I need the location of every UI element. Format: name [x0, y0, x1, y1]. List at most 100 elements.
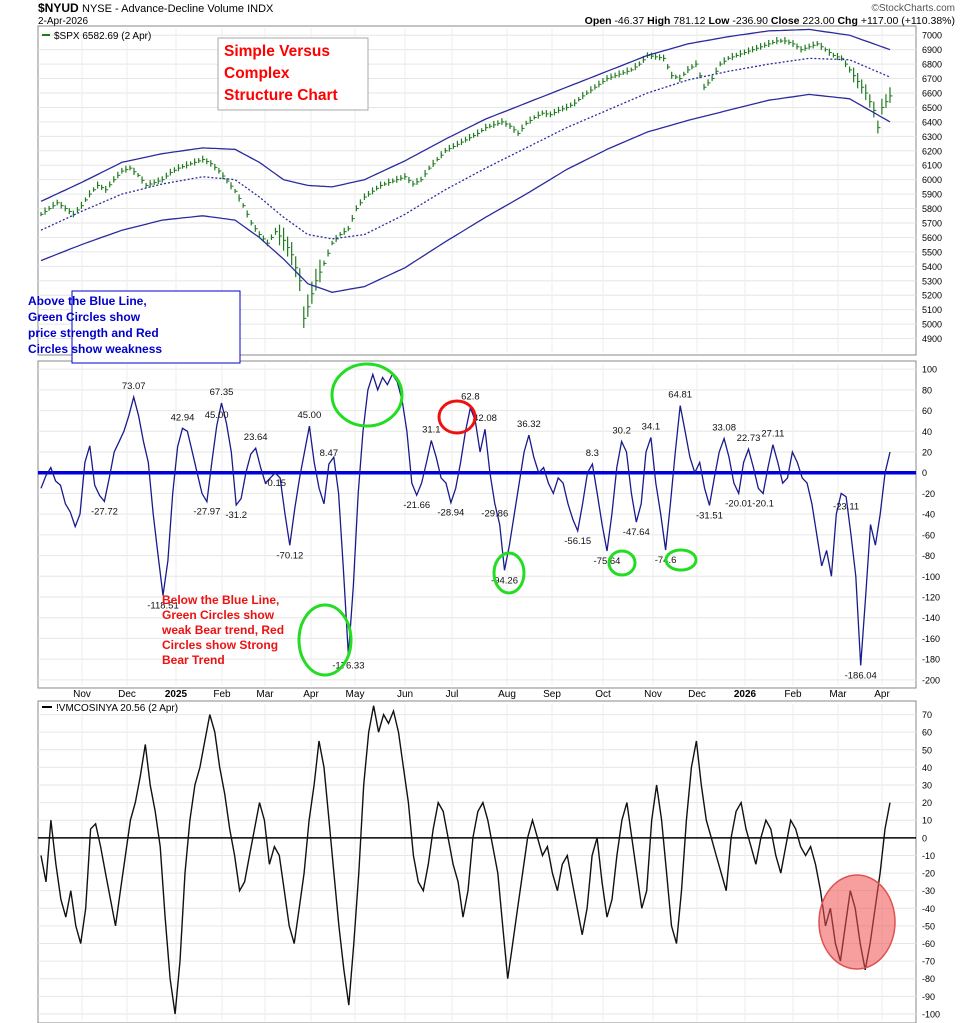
breadth-data-label: -118.51 [147, 600, 179, 611]
breadth-y-tick-label: -40 [922, 510, 935, 520]
breadth-y-tick-label: -120 [922, 592, 940, 602]
green-circle-aug [492, 551, 526, 595]
price-y-tick-label: 6500 [922, 103, 942, 113]
oscillator-y-tick-label: 0 [922, 833, 927, 843]
price-y-tick-label: 5400 [922, 262, 942, 272]
x-tick-label: 2025 [165, 689, 188, 700]
breadth-data-label: -56.15 [564, 536, 591, 547]
above-annotation: Above the Blue Line, Green Circles show … [28, 294, 162, 356]
price-y-tick-label: 7000 [922, 31, 942, 41]
breadth-data-label: 64.81 [668, 390, 692, 401]
price-y-tick-label: 5500 [922, 247, 942, 257]
breadth-data-label: 34.1 [642, 421, 661, 432]
breadth-y-tick-label: -100 [922, 572, 940, 582]
source-credit: ©StockCharts.com [871, 3, 955, 14]
title-annotation-box [217, 37, 369, 111]
oscillator-y-tick-label: -40 [922, 904, 935, 914]
breadth-data-label: -75.64 [594, 556, 621, 567]
x-axis-ticks: Nov Dec 2025 Feb Mar Apr May Jun Jul Aug Sep Oct Nov… [73, 689, 890, 700]
breadth-panel-frame [37, 360, 917, 689]
breadth-data-label: -21.66 [403, 500, 430, 511]
breadth-data-label: 30.2 [612, 425, 631, 436]
oscillator-legend: !VMCOSINYA 20.56 (2 Apr) [42, 703, 178, 714]
price-y-tick-label: 5900 [922, 190, 942, 200]
oscillator-y-tick-label: -30 [922, 886, 935, 896]
price-panel-frame [37, 25, 917, 356]
breadth-data-label: -20.1 [752, 499, 774, 510]
breadth-data-label: -27.72 [91, 506, 118, 517]
breadth-data-label: 45.00 [205, 410, 229, 421]
price-y-tick-label: 6600 [922, 89, 942, 99]
breadth-data-label: 42.94 [171, 412, 195, 423]
oscillator-y-tick-label: -50 [922, 921, 935, 931]
red-circle-mar-2026 [818, 874, 896, 970]
chart-date: 2-Apr-2026 [38, 16, 88, 27]
data-labels: -27.72 73.07 -118.51 42.94 -27.97 45.00 67.35 -… [91, 381, 877, 681]
title-annotation: Simple Versus Complex Structure Chart [224, 43, 338, 104]
breadth-data-label: 67.35 [210, 387, 234, 398]
price-y-tick-label: 5200 [922, 291, 942, 301]
price-y-tick-label: 6300 [922, 132, 942, 142]
green-circle-may [330, 362, 404, 428]
price-y-tick-label: 5700 [922, 219, 942, 229]
breadth-y-tick-label: -80 [922, 551, 935, 561]
breadth-data-label: 62.8 [461, 392, 480, 403]
gridlines [38, 28, 916, 1021]
x-tick-label: Feb [213, 689, 231, 700]
oscillator-y-tick-label: 20 [922, 798, 932, 808]
breadth-data-label: -176.33 [332, 660, 364, 671]
x-tick-label: Jul [446, 689, 459, 700]
x-tick-label: Oct [595, 689, 611, 700]
x-tick-label: Dec [118, 689, 136, 700]
breadth-data-label: 33.08 [712, 422, 736, 433]
middle-envelope-line [40, 57, 891, 240]
x-tick-label: Mar [829, 689, 847, 700]
breadth-data-label: -28.94 [437, 508, 464, 519]
oscillator-y-tick-label: 50 [922, 745, 932, 755]
breadth-data-label: -29.86 [481, 509, 508, 520]
oscillator-panel-frame [37, 700, 917, 1023]
price-y-tick-label: 6900 [922, 45, 942, 55]
oscillator-line [40, 705, 891, 1015]
price-y-tick-label: 6200 [922, 146, 942, 156]
y-axis-ticks: 4900500051005200530054005500560057005800… [922, 31, 942, 1020]
price-y-tick-label: 4900 [922, 334, 942, 344]
x-tick-label: May [346, 689, 365, 700]
x-tick-label: Dec [688, 689, 706, 700]
breadth-data-label: 45.00 [297, 410, 321, 421]
below-annotation: Below the Blue Line, Green Circles show … [161, 593, 287, 667]
breadth-y-tick-label: 60 [922, 406, 932, 416]
oscillator-y-tick-label: 70 [922, 710, 932, 720]
price-y-tick-label: 5600 [922, 233, 942, 243]
breadth-data-label: 31.1 [422, 425, 441, 436]
oscillator-y-tick-label: 40 [922, 763, 932, 773]
oscillator-y-tick-label: -80 [922, 974, 935, 984]
breadth-data-label: 22.73 [737, 433, 761, 444]
breadth-data-label: -94.26 [491, 575, 518, 586]
breadth-data-label: 27.11 [761, 429, 784, 440]
breadth-data-label: -70.12 [276, 550, 303, 561]
breadth-y-tick-label: -160 [922, 634, 940, 644]
x-tick-label: 2026 [734, 689, 757, 700]
x-tick-label: Nov [644, 689, 662, 700]
ohlc-readout: Open -46.37 High 781.12 Low -236.90 Clos… [585, 15, 955, 27]
x-tick-label: Apr [303, 689, 319, 700]
price-y-tick-label: 6400 [922, 117, 942, 127]
breadth-data-label: 42.08 [473, 413, 497, 424]
breadth-y-tick-label: 80 [922, 385, 932, 395]
breadth-data-label: -31.2 [225, 510, 247, 521]
oscillator-y-tick-label: 10 [922, 816, 932, 826]
x-tick-label: Mar [256, 689, 274, 700]
symbol-description: NYSE - Advance-Decline Volume INDX [82, 3, 274, 15]
oscillator-y-tick-label: -10 [922, 851, 935, 861]
price-y-tick-label: 6000 [922, 175, 942, 185]
breadth-data-label: -31.51 [696, 510, 723, 521]
highlight-circles [297, 362, 896, 970]
x-tick-label: Apr [874, 689, 890, 700]
price-y-tick-label: 5800 [922, 204, 942, 214]
breadth-data-label: 8.47 [320, 448, 339, 459]
lower-envelope-line [40, 93, 891, 293]
price-y-tick-label: 5100 [922, 305, 942, 315]
oscillator-y-tick-label: 30 [922, 781, 932, 791]
